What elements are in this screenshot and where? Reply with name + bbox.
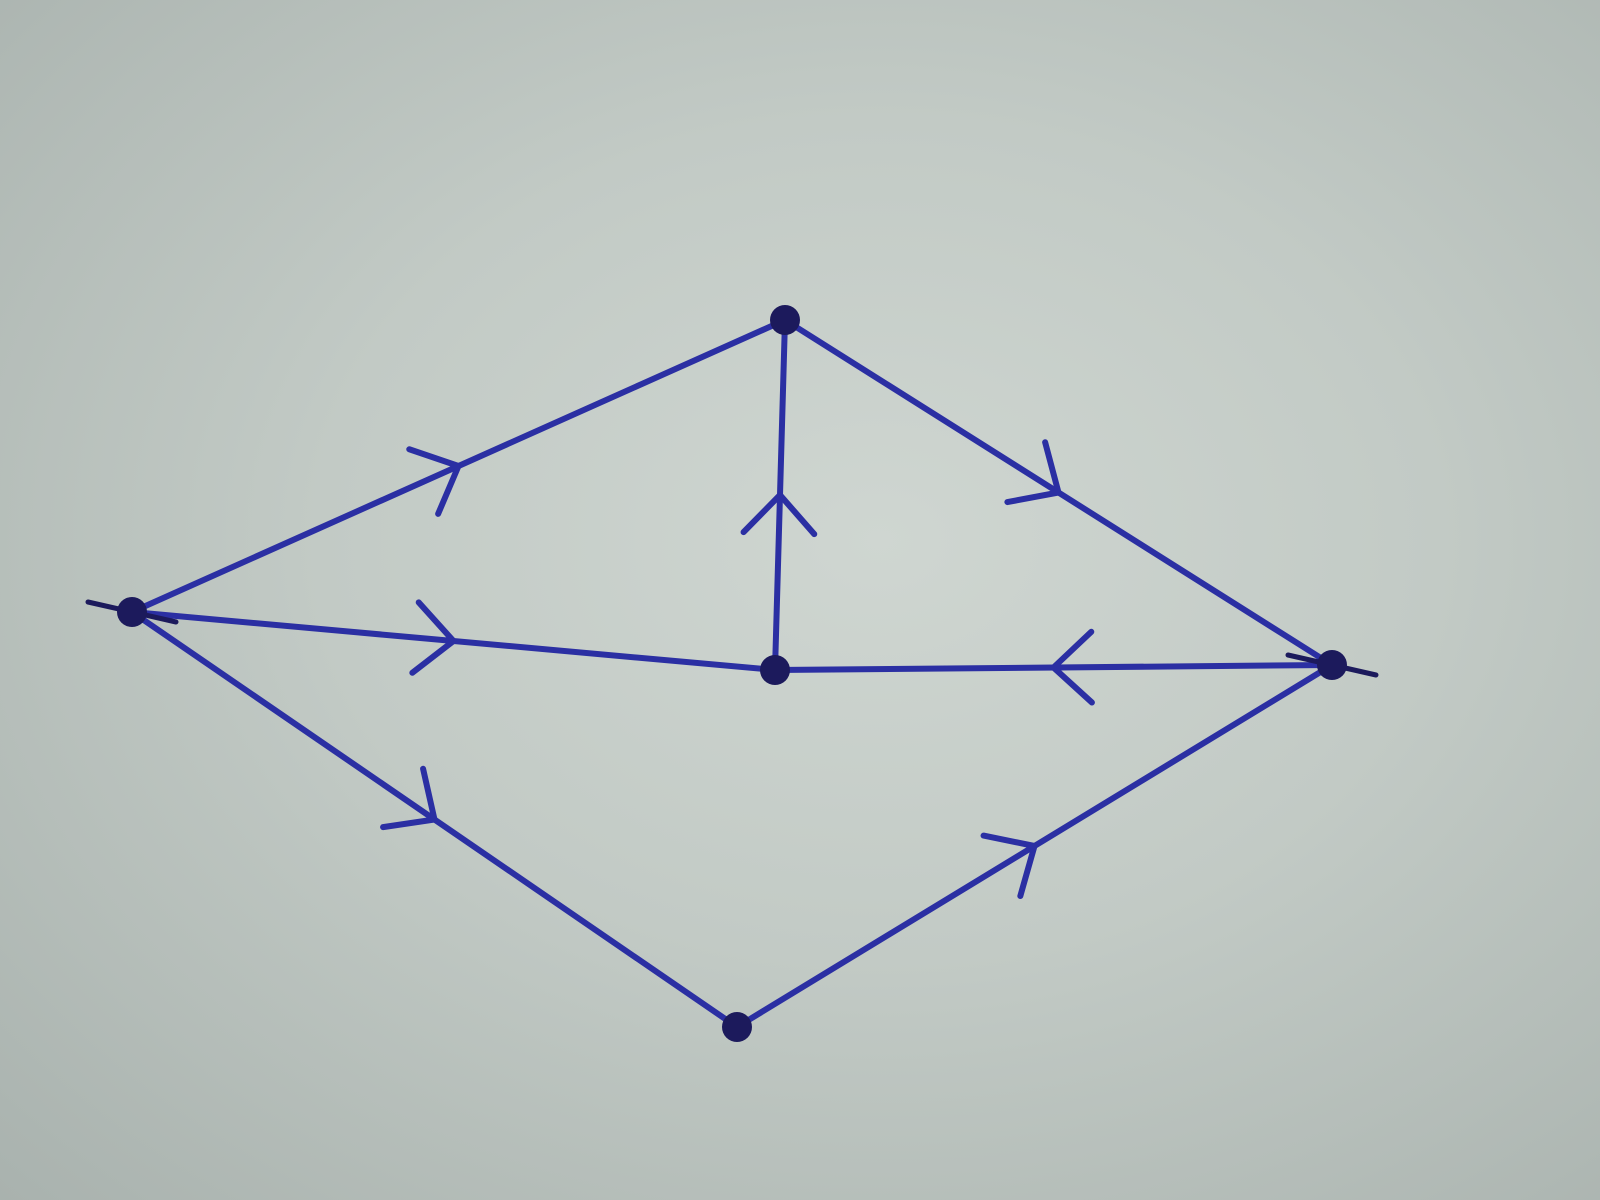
arrowhead-left-top [406, 446, 462, 517]
vertices-layer [85, 305, 1379, 1042]
vertex-dot-right [1317, 650, 1347, 680]
arrowhead-center-top [740, 492, 818, 538]
edges-layer [129, 317, 1335, 1030]
arrows-layer [380, 439, 1095, 900]
vertex-center [760, 655, 790, 685]
vertex-left [85, 597, 179, 627]
vertex-top [770, 305, 800, 335]
arrowhead-right-center [1050, 628, 1095, 706]
vertex-dot-top [770, 305, 800, 335]
vertex-dot-center [760, 655, 790, 685]
arrowhead-bottom-right [980, 832, 1038, 900]
vertex-bottom [722, 1012, 752, 1042]
arrowhead-left-center [409, 599, 457, 676]
vertex-right [1285, 650, 1379, 680]
vertex-dot-bottom [722, 1012, 752, 1042]
arrowhead-top-right [1004, 439, 1062, 506]
arrowhead-left-bottom [380, 765, 438, 831]
vertex-dot-left [117, 597, 147, 627]
